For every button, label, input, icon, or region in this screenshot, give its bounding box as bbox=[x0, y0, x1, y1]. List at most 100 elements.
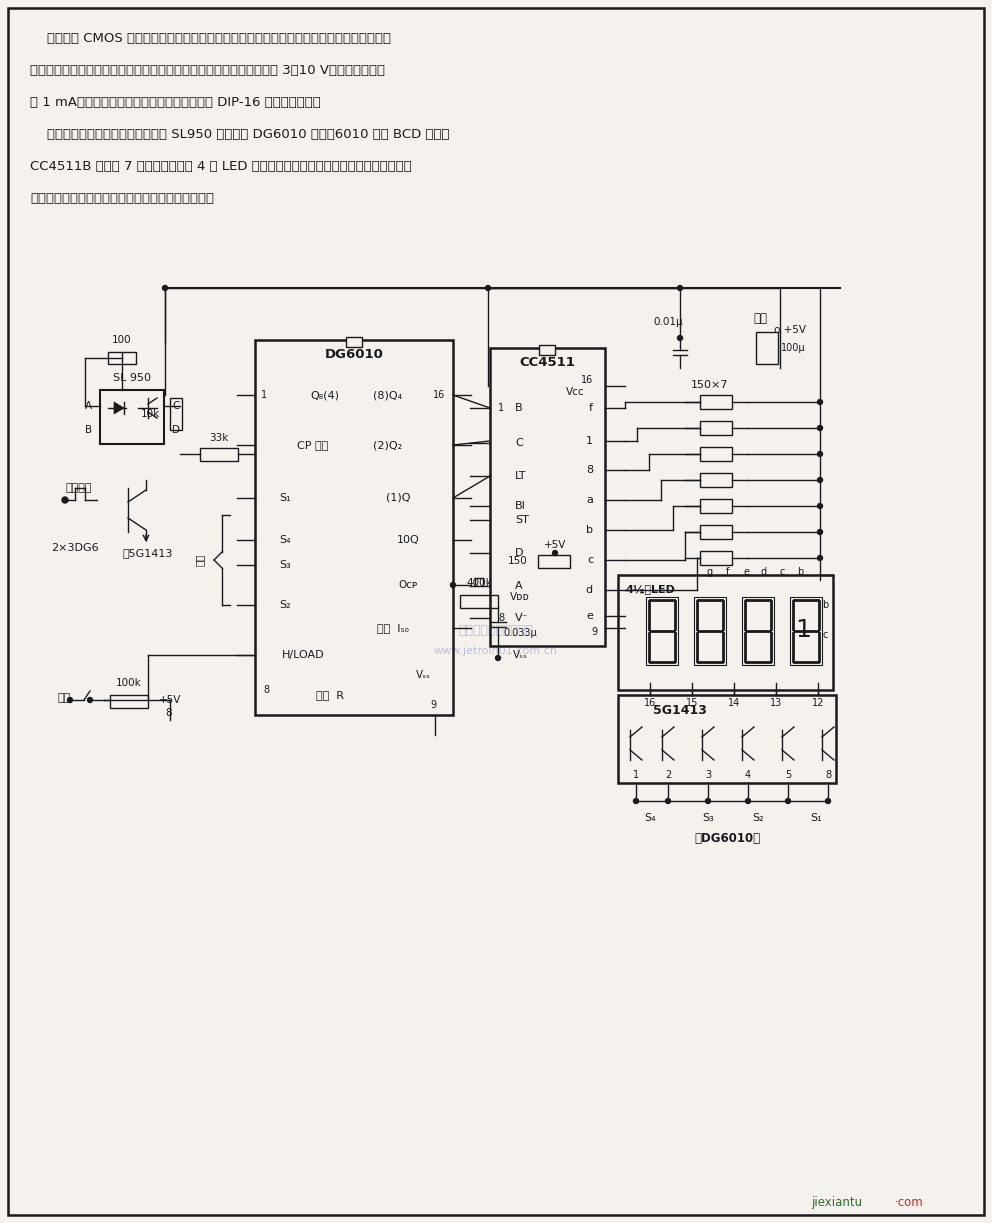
Text: 100μ: 100μ bbox=[781, 342, 806, 353]
Text: 150: 150 bbox=[508, 556, 528, 566]
Circle shape bbox=[163, 285, 168, 291]
Text: S₁: S₁ bbox=[810, 813, 821, 823]
Text: 1: 1 bbox=[795, 618, 810, 642]
Text: 0.033μ: 0.033μ bbox=[503, 627, 537, 638]
Bar bbox=[460, 596, 498, 608]
Bar bbox=[618, 695, 836, 783]
Text: H/LOAD: H/LOAD bbox=[282, 649, 324, 660]
Bar bbox=[108, 352, 136, 364]
Circle shape bbox=[495, 656, 501, 660]
Text: B: B bbox=[85, 426, 92, 435]
Circle shape bbox=[817, 477, 822, 483]
Polygon shape bbox=[114, 402, 124, 415]
Text: 3: 3 bbox=[705, 770, 711, 780]
Text: www.jetroln01.com.cn: www.jetroln01.com.cn bbox=[434, 646, 558, 656]
Text: e: e bbox=[586, 612, 593, 621]
Text: BI: BI bbox=[515, 501, 526, 511]
Circle shape bbox=[553, 550, 558, 555]
Text: +5V: +5V bbox=[159, 695, 182, 704]
Text: D: D bbox=[515, 548, 524, 558]
Text: CP 时钟: CP 时钟 bbox=[298, 440, 328, 450]
Text: 5: 5 bbox=[785, 770, 792, 780]
Bar bbox=[618, 575, 833, 690]
Text: 4½位LED: 4½位LED bbox=[626, 585, 676, 594]
Bar bbox=[538, 555, 570, 567]
Text: b: b bbox=[797, 567, 804, 577]
Text: LT: LT bbox=[515, 471, 527, 481]
Text: g: g bbox=[707, 567, 713, 577]
Bar bbox=[646, 597, 678, 665]
Text: b: b bbox=[586, 525, 593, 534]
Circle shape bbox=[705, 799, 710, 804]
Text: 10k: 10k bbox=[141, 408, 160, 419]
Text: Q₈(4): Q₈(4) bbox=[310, 390, 339, 400]
Bar bbox=[700, 525, 732, 539]
Text: V⁻: V⁻ bbox=[515, 613, 529, 623]
Circle shape bbox=[634, 799, 639, 804]
Text: B: B bbox=[515, 404, 523, 413]
Bar bbox=[170, 397, 182, 430]
Circle shape bbox=[87, 697, 92, 702]
Bar bbox=[539, 345, 555, 355]
Bar bbox=[700, 395, 732, 408]
Text: (2)Q₂: (2)Q₂ bbox=[373, 440, 403, 450]
Bar bbox=[742, 597, 774, 665]
Text: C: C bbox=[172, 401, 180, 411]
Bar bbox=[756, 331, 778, 364]
Bar bbox=[700, 421, 732, 435]
Text: 2×3DG6: 2×3DG6 bbox=[52, 543, 99, 553]
Text: A: A bbox=[85, 401, 92, 411]
Text: 位选: 位选 bbox=[195, 554, 205, 566]
Text: SL 950: SL 950 bbox=[113, 373, 151, 383]
Bar bbox=[255, 340, 453, 715]
Text: 15: 15 bbox=[685, 698, 698, 708]
Text: 150×7: 150×7 bbox=[691, 380, 729, 390]
Text: S₂: S₂ bbox=[279, 600, 291, 610]
Text: 33k: 33k bbox=[209, 433, 229, 443]
Bar bbox=[700, 552, 732, 565]
Text: Vᴅᴅ: Vᴅᴅ bbox=[510, 592, 530, 602]
Text: 1: 1 bbox=[633, 770, 639, 780]
Text: 9: 9 bbox=[591, 627, 597, 637]
Circle shape bbox=[817, 504, 822, 509]
Text: f: f bbox=[589, 404, 593, 413]
Text: S₂: S₂ bbox=[752, 813, 764, 823]
Text: 16: 16 bbox=[433, 390, 445, 400]
Text: 10Q: 10Q bbox=[397, 534, 420, 545]
Text: 扫描速度可任意改变，只需要变更一只外接电容器即可。适用电源电压 3～10 V，静态耗电流小: 扫描速度可任意改变，只需要变更一只外接电容器即可。适用电源电压 3～10 V，静… bbox=[30, 64, 385, 77]
Text: 2: 2 bbox=[665, 770, 672, 780]
Bar bbox=[700, 473, 732, 487]
Circle shape bbox=[825, 799, 830, 804]
Text: 复零  R: 复零 R bbox=[316, 690, 344, 700]
Text: 1: 1 bbox=[586, 437, 593, 446]
Text: d: d bbox=[761, 567, 767, 577]
Circle shape bbox=[67, 697, 72, 702]
Text: 13: 13 bbox=[770, 698, 782, 708]
Text: 400k: 400k bbox=[466, 578, 492, 588]
Text: 这是一个 CMOS 四位半十进制计数器，内有计数、锁存、逐位扫描输出电路、保护电路等。: 这是一个 CMOS 四位半十进制计数器，内有计数、锁存、逐位扫描输出电路、保护电… bbox=[30, 32, 391, 45]
Text: 8: 8 bbox=[586, 465, 593, 475]
Text: +5V: +5V bbox=[544, 541, 566, 550]
Text: 计，例如量程计数、产品计数、流量计数、计时等。: 计，例如量程计数、产品计数、流量计数、计时等。 bbox=[30, 192, 214, 205]
Circle shape bbox=[62, 497, 68, 503]
Circle shape bbox=[817, 426, 822, 430]
Circle shape bbox=[450, 582, 455, 587]
Text: S₃: S₃ bbox=[702, 813, 714, 823]
Text: A: A bbox=[515, 581, 523, 591]
Text: ·com: ·com bbox=[895, 1196, 924, 1210]
Circle shape bbox=[817, 555, 822, 560]
Bar bbox=[100, 390, 164, 444]
Text: S₃: S₃ bbox=[279, 560, 291, 570]
Circle shape bbox=[678, 285, 682, 291]
Bar bbox=[110, 695, 148, 708]
Circle shape bbox=[678, 335, 682, 340]
Text: 计数脉冲经高速光电二极管隔离器 SL950 耦合输入 DG6010 计数。6010 送出 BCD 码通过: 计数脉冲经高速光电二极管隔离器 SL950 耦合输入 DG6010 计数。601… bbox=[30, 128, 449, 141]
Bar bbox=[790, 597, 822, 665]
Text: 5G1413: 5G1413 bbox=[653, 703, 707, 717]
Text: jiexiantu: jiexiantu bbox=[810, 1196, 862, 1210]
Circle shape bbox=[746, 799, 751, 804]
Text: CC4511: CC4511 bbox=[519, 356, 575, 368]
Text: o +5V: o +5V bbox=[774, 325, 806, 335]
Text: 12: 12 bbox=[811, 698, 824, 708]
Circle shape bbox=[817, 530, 822, 534]
